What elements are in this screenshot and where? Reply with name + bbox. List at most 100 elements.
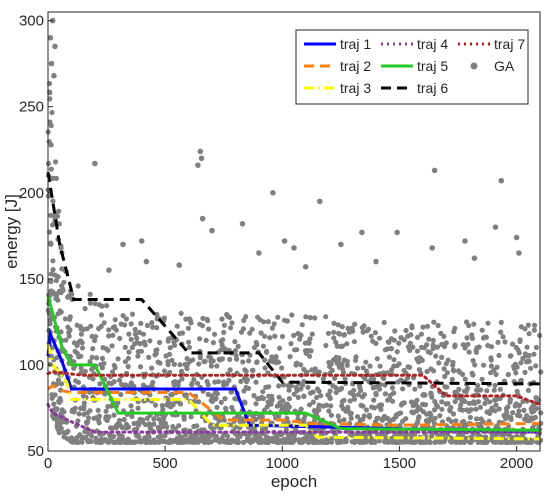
ga-point: [432, 415, 438, 421]
ga-point: [431, 407, 438, 413]
ga-point: [51, 401, 57, 407]
x-axis-label: epoch: [271, 472, 317, 491]
ga-point: [392, 328, 398, 334]
ga-point: [75, 418, 81, 424]
ga-point: [122, 344, 128, 350]
ga-point: [87, 359, 93, 365]
ga-point: [360, 403, 366, 409]
ga-point: [184, 366, 190, 372]
ga-point: [327, 395, 333, 401]
ga-point: [470, 372, 476, 378]
ga-point: [197, 148, 204, 155]
ga-point: [371, 405, 377, 411]
ga-point: [514, 364, 520, 370]
ga-point: [285, 419, 291, 425]
x-tick-label: 0: [44, 455, 52, 472]
ga-point: [146, 354, 152, 360]
ga-point: [92, 334, 99, 340]
ga-point: [48, 278, 54, 285]
ga-point: [474, 416, 480, 422]
ga-point: [498, 177, 505, 184]
ga-point: [327, 388, 333, 394]
ga-point: [396, 361, 402, 367]
ga-point: [180, 330, 186, 336]
ga-point: [208, 439, 214, 445]
ga-point: [61, 279, 67, 285]
ga-point: [87, 300, 93, 306]
ga-point: [154, 325, 160, 331]
ga-point: [242, 400, 248, 406]
ga-point: [179, 376, 185, 382]
ga-point: [48, 122, 54, 129]
ga-point: [412, 386, 418, 392]
ga-point: [430, 337, 436, 343]
ga-point: [316, 407, 322, 413]
ga-point: [102, 391, 108, 397]
ga-point: [379, 402, 385, 408]
ga-point: [281, 238, 288, 244]
ga-point: [202, 358, 208, 364]
ga-point: [60, 287, 66, 293]
ga-point: [391, 390, 397, 396]
ga-point: [89, 433, 95, 439]
ga-point: [505, 371, 511, 378]
ga-point: [126, 331, 132, 337]
ga-point: [386, 354, 392, 360]
ga-point: [48, 60, 55, 67]
ga-point: [197, 336, 203, 342]
ga-point: [121, 416, 127, 423]
ga-point: [460, 407, 466, 413]
ga-point: [407, 347, 413, 353]
ga-point: [78, 365, 84, 371]
ga-point: [491, 387, 497, 393]
ga-point: [344, 362, 350, 368]
ga-point: [341, 332, 348, 338]
ga-point: [331, 320, 337, 326]
ga-point: [288, 341, 294, 347]
ga-point: [157, 339, 163, 346]
ga-point: [115, 356, 121, 362]
ga-point: [275, 359, 282, 365]
ga-point: [298, 386, 304, 392]
ga-point: [253, 401, 259, 407]
ga-point: [105, 347, 111, 353]
ga-point: [48, 212, 54, 218]
ga-point: [351, 392, 357, 398]
ga-point: [56, 430, 62, 436]
ga-point: [488, 357, 494, 363]
ga-point: [467, 414, 473, 420]
ga-point: [209, 227, 215, 234]
ga-point: [382, 391, 388, 397]
ga-point: [243, 314, 249, 320]
ga-point: [525, 387, 532, 393]
ga-point: [48, 166, 55, 172]
ga-point: [351, 387, 357, 393]
ga-point: [177, 401, 184, 407]
ga-point: [389, 385, 395, 391]
ga-point: [373, 392, 379, 398]
ga-point: [287, 354, 293, 360]
ga-point: [335, 413, 341, 419]
ga-point: [378, 406, 384, 413]
ga-point: [298, 362, 304, 368]
ga-point: [150, 324, 156, 330]
legend-marker-ga: [470, 62, 478, 70]
ga-point: [272, 333, 278, 339]
ga-point: [533, 344, 540, 351]
ga-point: [188, 320, 194, 326]
ga-point: [355, 392, 361, 398]
y-tick-label: 100: [19, 357, 44, 374]
ga-point: [462, 238, 468, 244]
ga-point: [339, 343, 346, 349]
ga-point: [52, 392, 58, 398]
ga-point: [532, 414, 539, 420]
legend-label: traj 7: [494, 36, 525, 52]
ga-point: [498, 319, 504, 325]
ga-point: [407, 364, 413, 370]
legend-label: traj 4: [417, 36, 448, 52]
ga-point: [498, 329, 504, 335]
ga-point: [197, 355, 203, 361]
ga-point: [464, 335, 470, 341]
ga-point: [228, 325, 234, 331]
